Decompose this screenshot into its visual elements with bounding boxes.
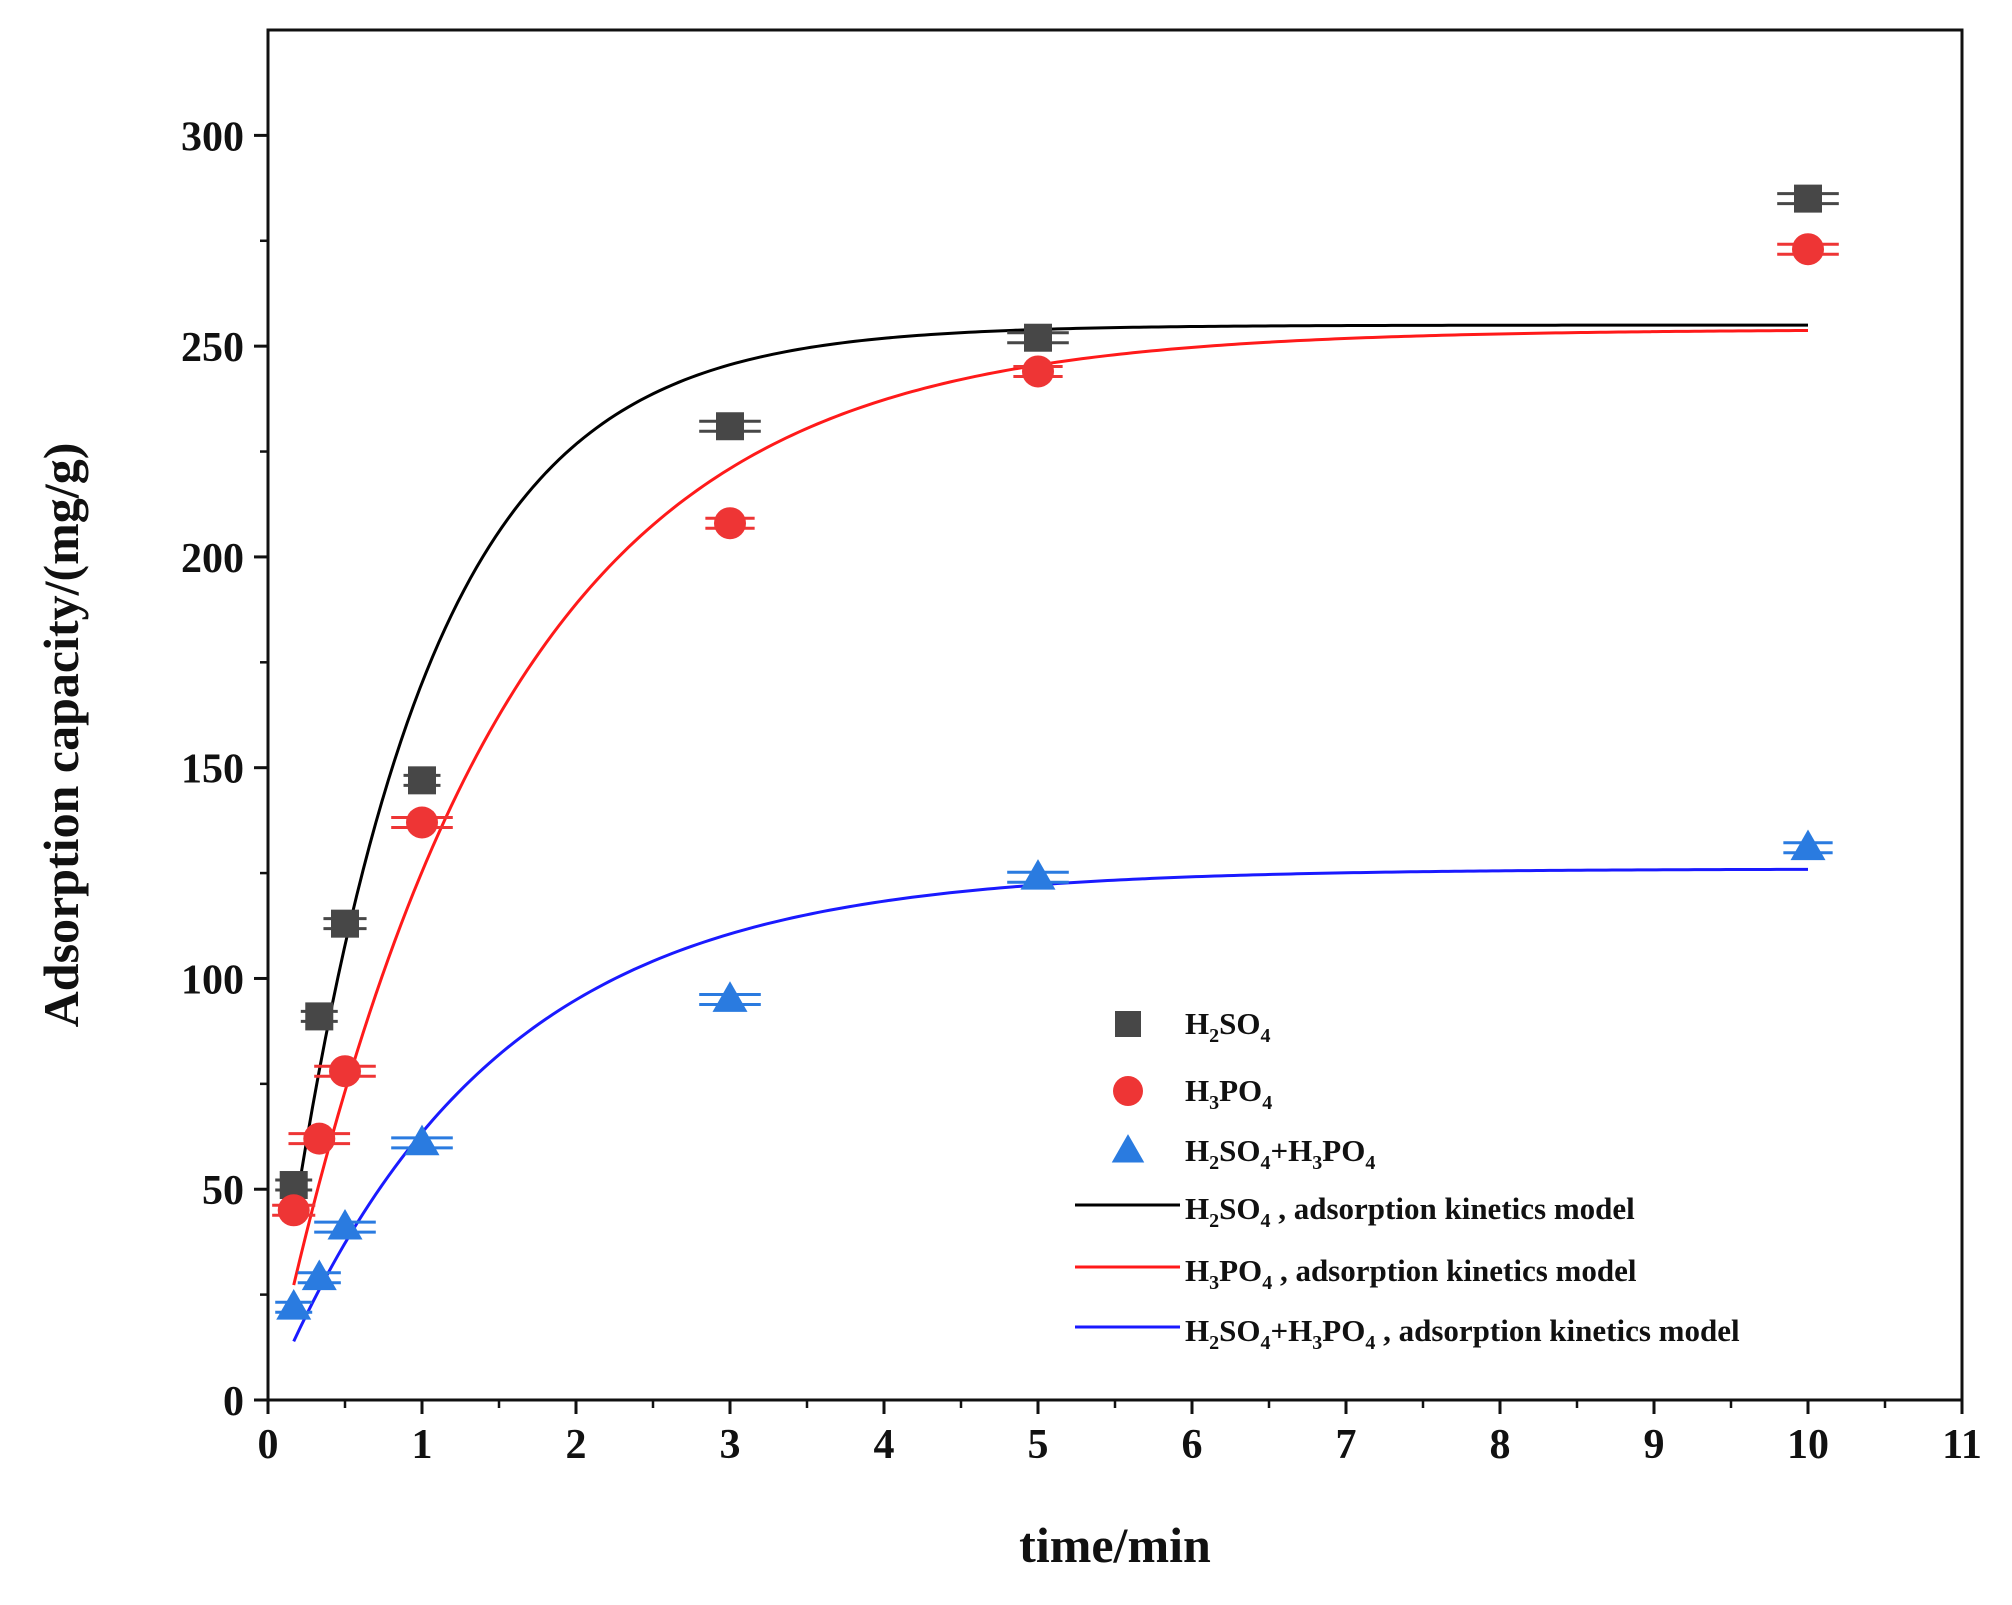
- x-tick-label: 3: [720, 1422, 741, 1468]
- data-point: [406, 806, 438, 839]
- legend-text-part: H: [1185, 1253, 1209, 1288]
- legend-subscript: 2: [1209, 1025, 1219, 1047]
- legend-subscript: 3: [1312, 1152, 1322, 1174]
- data-point: [712, 981, 748, 1012]
- y-tick-label: 0: [223, 1379, 244, 1425]
- legend-text-part: SO: [1219, 1133, 1260, 1168]
- legend-subscript: 4: [1260, 1152, 1270, 1174]
- y-tick-label: 50: [202, 1168, 244, 1214]
- data-point: [276, 1289, 312, 1320]
- legend-subscript: 2: [1209, 1210, 1219, 1232]
- data-point: [301, 1259, 337, 1291]
- legend-text-part: +H: [1270, 1133, 1312, 1168]
- model-curve: [292, 323, 1809, 1220]
- x-tick-label: 0: [258, 1422, 279, 1468]
- y-axis-ticks: 0 50 100 150 200 250 300: [181, 114, 268, 1425]
- x-tick-label: 7: [1336, 1422, 1357, 1468]
- y-tick-label: 100: [181, 957, 244, 1003]
- legend-subscript: 3: [1209, 1092, 1219, 1114]
- legend-entry: H2SO4: [1185, 1006, 1270, 1047]
- legend-entry: H2SO4+H3PO4 , adsorption kinetics model: [1185, 1313, 1740, 1354]
- x-tick-label: 8: [1490, 1422, 1511, 1468]
- legend-entry: H3PO4 , adsorption kinetics model: [1185, 1253, 1637, 1294]
- legend-subscript: 4: [1262, 1272, 1272, 1294]
- x-tick-label: 6: [1182, 1422, 1203, 1468]
- y-tick-label: 200: [181, 536, 244, 582]
- x-tick-label: 5: [1028, 1422, 1049, 1468]
- plot-border: [266, 28, 1964, 1402]
- legend-text-part: H: [1185, 1006, 1209, 1041]
- data-point: [327, 1208, 363, 1240]
- y-tick-label: 250: [181, 325, 244, 371]
- data-point: [305, 1002, 334, 1031]
- y-axis-label: Adsorption capacity/(mg/g): [33, 443, 89, 1028]
- data-point: [404, 1124, 440, 1156]
- legend-subscript: 4: [1260, 1025, 1270, 1047]
- data-point: [1790, 829, 1826, 861]
- legend-entry: H3PO4: [1185, 1073, 1272, 1114]
- legend-text-part: H: [1185, 1191, 1209, 1226]
- legend-text-part: , adsorption kinetics model: [1270, 1191, 1635, 1226]
- legend-marker: [1111, 1134, 1145, 1163]
- legend-entry: H2SO4+H3PO4: [1185, 1133, 1375, 1174]
- x-axis-ticks: 0 1 2 3 4 5 6 7 8 9 10 11: [258, 1400, 1982, 1468]
- legend-subscript: 3: [1209, 1272, 1219, 1294]
- data-point: [331, 909, 359, 938]
- legend-subscript: 3: [1312, 1332, 1322, 1354]
- legend-text-part: , adsorption kinetics model: [1272, 1253, 1637, 1288]
- legend-text-part: SO: [1219, 1313, 1260, 1348]
- legend-entry: H2SO4 , adsorption kinetics model: [1185, 1191, 1635, 1232]
- x-tick-label: 1: [412, 1422, 433, 1468]
- data-point: [716, 412, 744, 441]
- data-point: [1792, 233, 1824, 266]
- data-points: [272, 184, 1839, 1320]
- legend-marker: [1115, 1011, 1141, 1037]
- data-point: [1024, 323, 1052, 352]
- legend-subscript: 4: [1260, 1210, 1270, 1232]
- legend-subscript: 2: [1209, 1152, 1219, 1174]
- data-point: [408, 766, 436, 795]
- x-tick-label: 11: [1942, 1422, 1982, 1468]
- legend-text-part: SO: [1219, 1191, 1260, 1226]
- x-tick-label: 9: [1644, 1422, 1665, 1468]
- data-point: [303, 1122, 336, 1155]
- x-axis-label: time/min: [1019, 1517, 1211, 1573]
- legend-subscript: 4: [1365, 1152, 1375, 1174]
- plot-frame: [266, 28, 1964, 1402]
- legend-text-part: +H: [1270, 1313, 1312, 1348]
- legend-marker: [1113, 1076, 1143, 1106]
- y-tick-label: 300: [181, 114, 244, 160]
- model-curves: [292, 323, 1809, 1343]
- legend-text-part: SO: [1219, 1006, 1260, 1041]
- legend-text-part: PO: [1219, 1253, 1262, 1288]
- legend-subscript: 4: [1262, 1092, 1272, 1114]
- legend-text-part: , adsorption kinetics model: [1375, 1313, 1740, 1348]
- data-point: [1794, 184, 1822, 213]
- legend-text-part: H: [1185, 1133, 1209, 1168]
- model-curve: [292, 328, 1809, 1286]
- data-point: [277, 1194, 310, 1227]
- data-point: [329, 1055, 361, 1088]
- data-point: [1022, 355, 1054, 388]
- legend-text-part: H: [1185, 1313, 1209, 1348]
- legend-text-part: PO: [1322, 1313, 1365, 1348]
- x-tick-label: 4: [874, 1422, 895, 1468]
- y-tick-label: 150: [181, 747, 244, 793]
- legend-subscript: 2: [1209, 1332, 1219, 1354]
- legend-text-part: H: [1185, 1073, 1209, 1108]
- legend-text-part: PO: [1219, 1073, 1262, 1108]
- legend-text-part: PO: [1322, 1133, 1365, 1168]
- x-tick-label: 10: [1787, 1422, 1829, 1468]
- data-point: [714, 507, 746, 540]
- legend-subscript: 4: [1260, 1332, 1270, 1354]
- data-point: [1020, 859, 1056, 890]
- x-tick-label: 2: [566, 1422, 587, 1468]
- legend-subscript: 4: [1365, 1332, 1375, 1354]
